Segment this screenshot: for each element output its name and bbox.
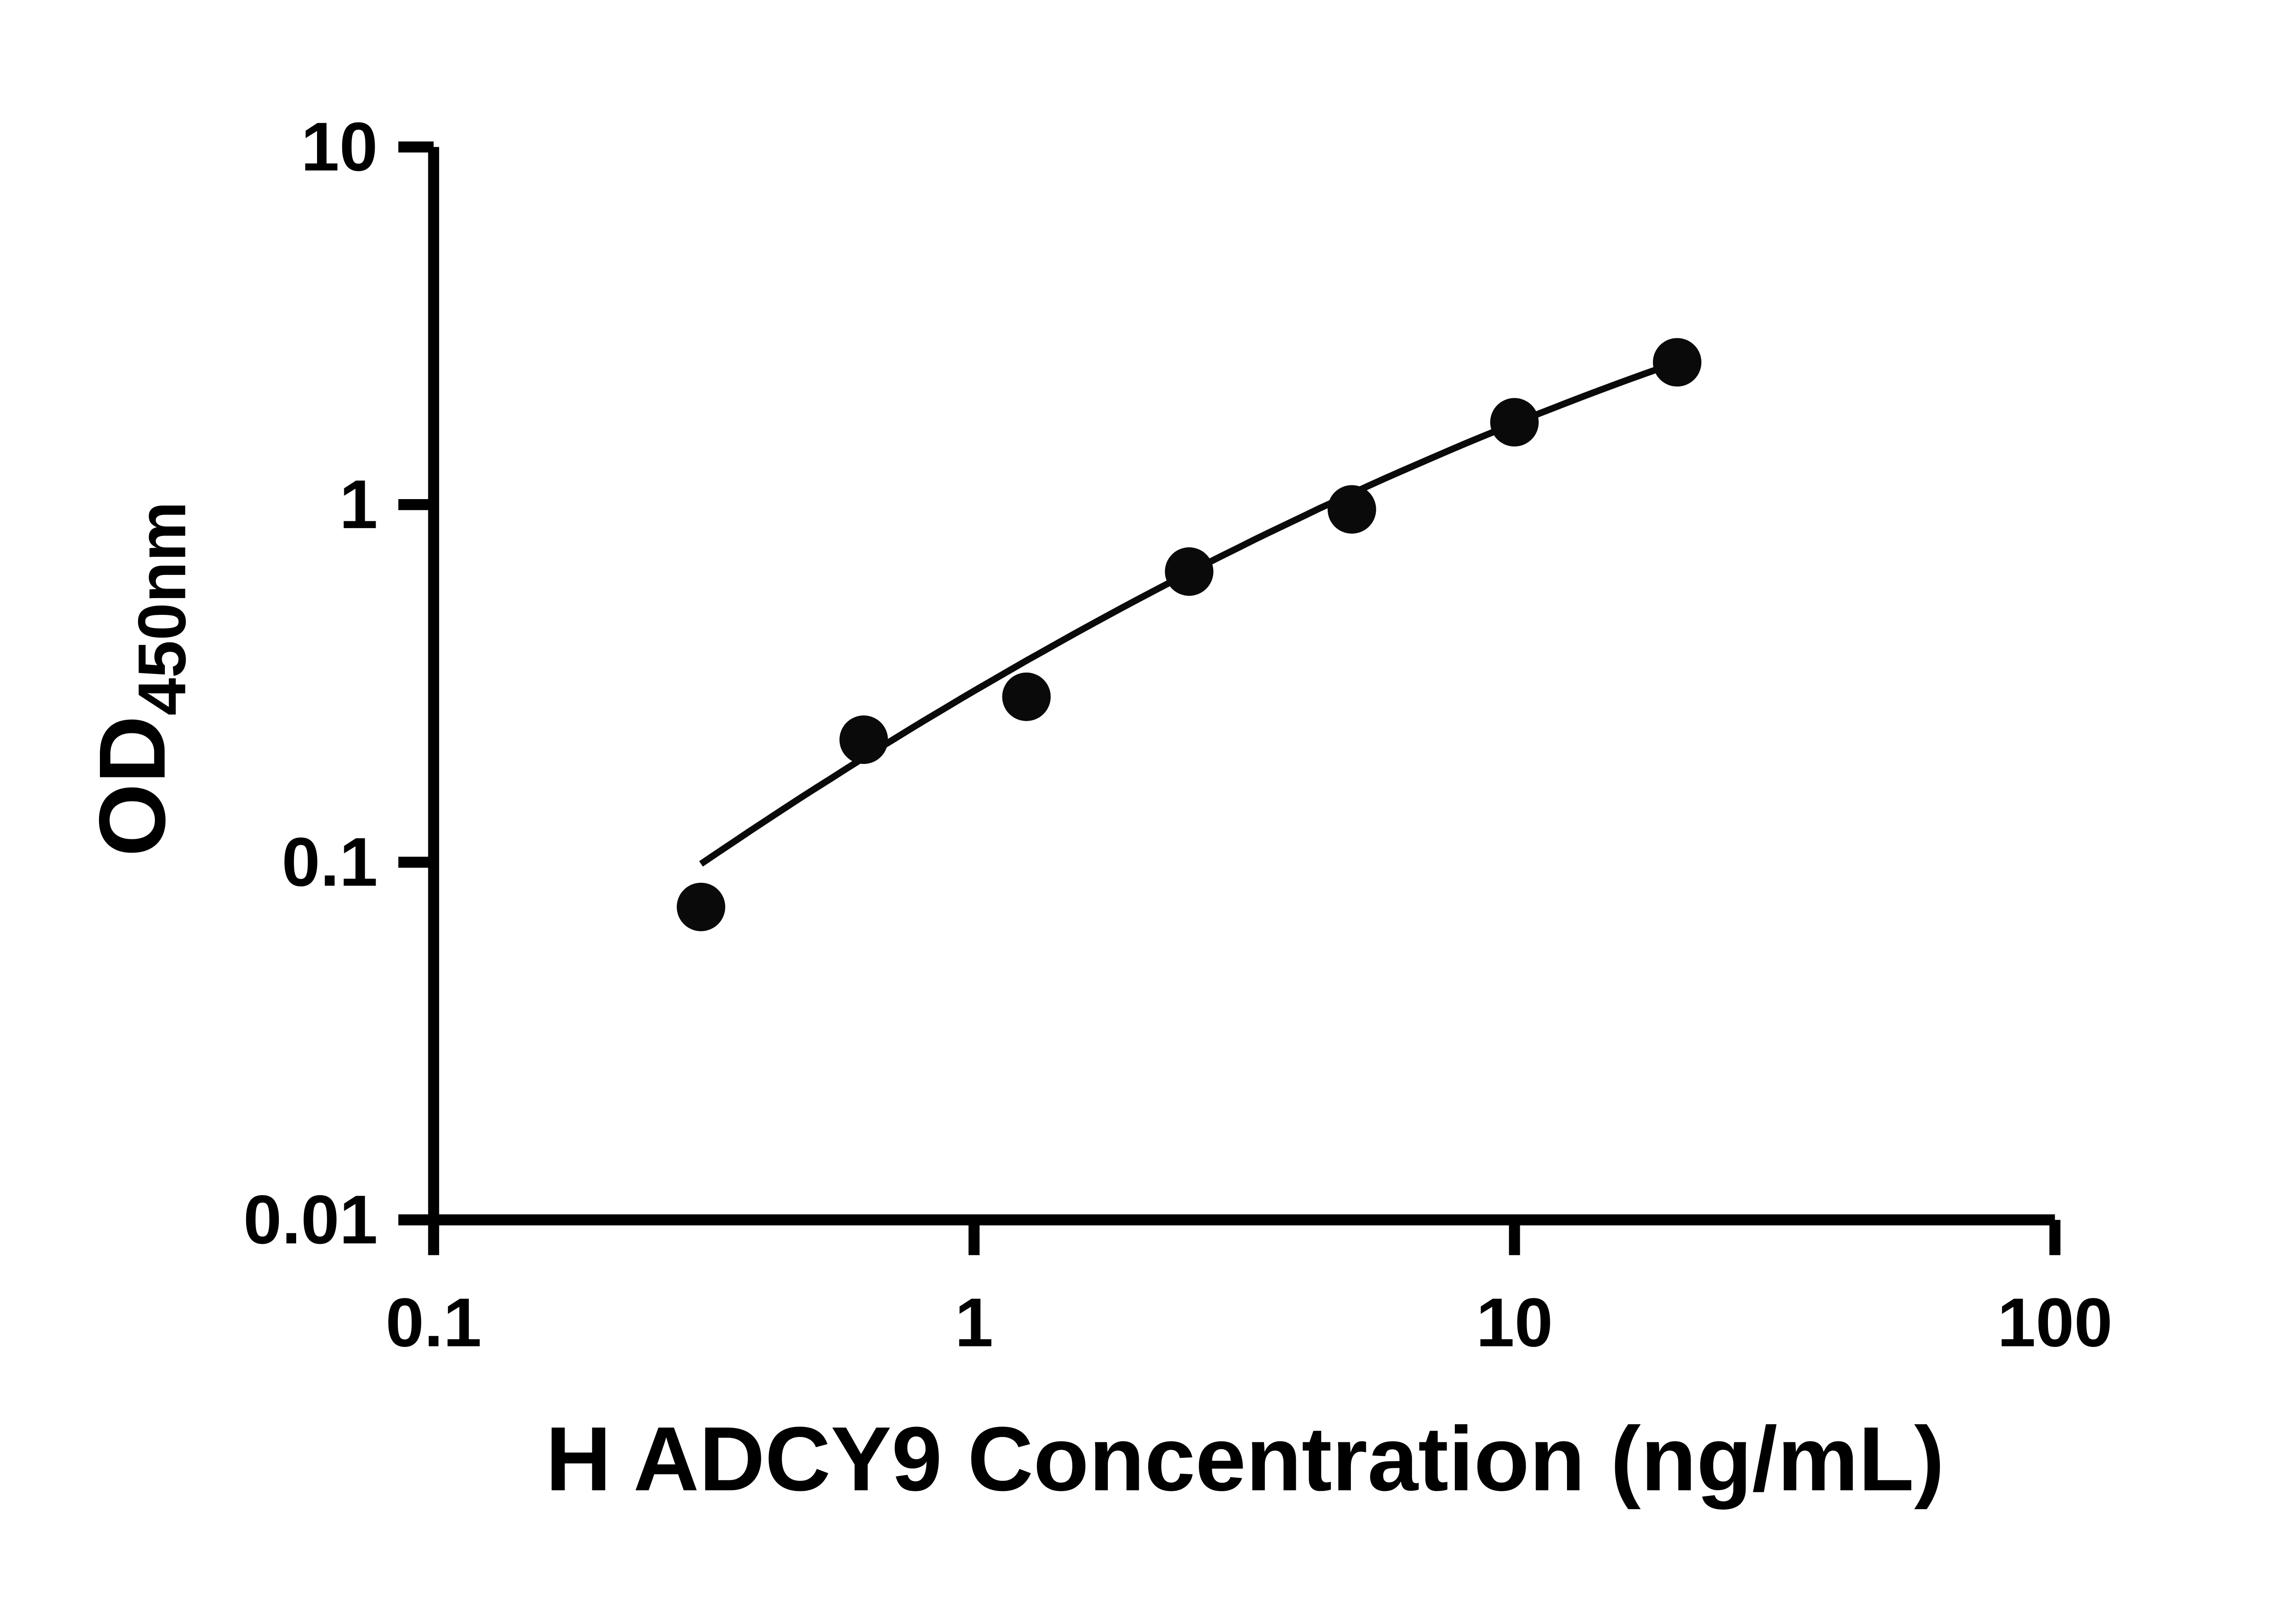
data-point xyxy=(1653,338,1701,387)
x-axis-title: H ADCY9 Concentration (ng/mL) xyxy=(545,1408,1944,1510)
y-tick-label: 10 xyxy=(301,108,378,185)
y-axis-title-sub: 450nm xyxy=(124,501,200,716)
x-tick-label: 1 xyxy=(955,1284,993,1361)
x-tick-label: 0.1 xyxy=(386,1284,481,1361)
data-point xyxy=(1165,547,1214,596)
data-point xyxy=(839,715,888,764)
y-axis-title: OD450nm xyxy=(79,501,199,857)
y-axis-title-main: OD xyxy=(79,716,184,857)
y-tick-label: 1 xyxy=(339,466,378,543)
data-point xyxy=(1490,398,1539,447)
x-tick-label: 10 xyxy=(1476,1284,1553,1361)
axes-frame xyxy=(428,147,2055,1226)
data-point xyxy=(676,882,725,931)
data-point xyxy=(1002,672,1051,721)
elisa-standard-curve-figure: 0.1 1 10 100 0.01 0.1 1 10 H ADCY9 Concentratio… xyxy=(79,108,2113,1510)
y-tick-label: 0.1 xyxy=(282,823,377,901)
x-tick-label: 100 xyxy=(1997,1284,2112,1361)
data-point xyxy=(1327,485,1376,534)
y-tick-label: 0.01 xyxy=(243,1181,378,1258)
